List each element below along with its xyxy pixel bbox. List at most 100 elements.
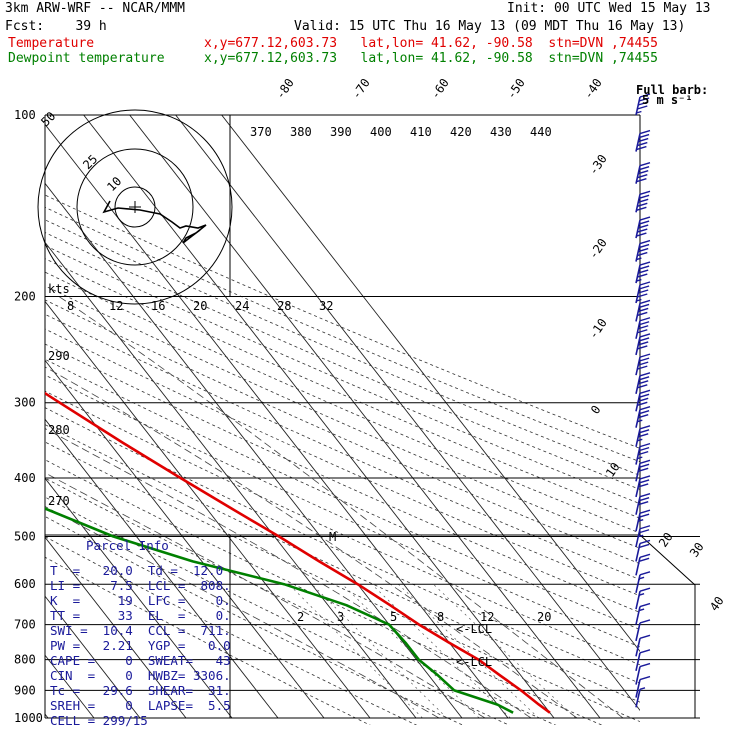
wind-barb [635, 333, 651, 356]
isotherm-line [45, 477, 233, 719]
wind-barb-flag [639, 525, 651, 530]
temperature-station-info: x,y=677.12,603.73 lat,lon= 41.62, -90.58… [204, 36, 658, 51]
wind-barb-staff [635, 428, 641, 447]
wind-barb [635, 602, 651, 625]
isotherm-label: -10 [586, 316, 610, 342]
wind-barb-flag [638, 608, 645, 612]
wind-barb-flag [637, 224, 649, 229]
wind-barb [635, 442, 651, 465]
mixing-ratio-line [311, 583, 448, 719]
wind-barb-flag [639, 649, 651, 654]
wind-barb [635, 649, 651, 671]
wind-barb-flag [638, 409, 650, 415]
theta-label: 420 [450, 125, 472, 139]
m-label: M [329, 530, 336, 544]
wind-barb-staff [635, 463, 641, 482]
isotherm-line [45, 595, 141, 719]
parcel-row: TT = 33 EL = 0. [50, 608, 231, 623]
valid-time: Valid: 15 UTC Thu 16 May 13 (09 MDT Thu … [294, 19, 686, 34]
wind-barb-flag [638, 463, 650, 468]
wind-barb-flag [638, 543, 650, 549]
mixing-ratio-line [433, 583, 576, 719]
wind-barb [635, 129, 651, 152]
wind-barb [635, 539, 651, 562]
wind-barb-flag [636, 178, 647, 183]
wind-barb [635, 162, 651, 184]
wind-barb [635, 425, 651, 447]
isotherm-label: -50 [504, 76, 528, 102]
wind-barb-flag [637, 141, 648, 147]
hodograph-ring [37, 109, 233, 305]
isotherm-label: 10 [603, 460, 623, 480]
dry-adiabat-line [45, 232, 640, 490]
wind-barb-flag [639, 587, 651, 592]
chart-grid [45, 115, 640, 725]
dry-adiabat-line [45, 219, 640, 476]
wind-barb-staff [635, 303, 641, 322]
wind-barb-flag [638, 357, 650, 362]
dry-adiabat-line [45, 424, 640, 703]
hodograph-ring-label: 10 [104, 174, 124, 194]
lcl-label: <-LCL [456, 655, 492, 669]
hodograph-unit-label: kts [48, 282, 70, 296]
wind-barb-flag [638, 429, 650, 434]
wind-barb-flag [638, 321, 650, 326]
parcel-row: LI = 7.5 LCL = 808. [50, 578, 231, 593]
wind-barb-flag [637, 438, 643, 442]
wind-barb-flag [639, 442, 651, 448]
wind-barb-flag [639, 333, 651, 338]
isotherm-label: -30 [586, 152, 610, 178]
dry-adiabat-line [45, 536, 418, 725]
barb-note-line1: Full barb: [636, 83, 708, 97]
pressure-label: 200 [14, 290, 36, 304]
wind-barb-flag [638, 243, 650, 249]
wind-barb-flag [637, 361, 649, 366]
mixing-ratio-label: 3 [337, 610, 344, 624]
wind-barb-flag [639, 619, 651, 624]
wind-barb-flag [637, 341, 649, 346]
dry-adiabat-line [45, 245, 640, 505]
isotherm-line [45, 359, 325, 719]
wind-barb-flag [637, 251, 648, 257]
wind-barb-flag [637, 500, 649, 506]
wind-barb-staff [635, 622, 641, 642]
wind-barb-flag [638, 593, 645, 596]
isotherm-line [45, 241, 417, 719]
wind-barb-flag [637, 433, 649, 438]
dry-adiabat-line [45, 516, 464, 725]
wind-barb-staff [635, 133, 641, 152]
isotherm-label: 30 [687, 540, 707, 560]
wind-barb-flag [637, 247, 649, 253]
wind-barb-flag [637, 329, 648, 334]
wind-barb [635, 317, 651, 339]
isotherm-label: 20 [656, 530, 676, 550]
wind-barb-flag [638, 376, 650, 381]
wind-barb-flag [638, 303, 650, 309]
parcel-row: SREH = 0 LAPSE= 5.5 [50, 698, 231, 713]
wind-barb-flag [638, 285, 650, 290]
wind-barb-flag [639, 509, 651, 514]
dry-adiabat-line [45, 441, 640, 723]
wind-barb-flag [639, 216, 651, 221]
wind-barb-flag [636, 278, 642, 282]
parcel-row: CAPE = 0 SWEAT= 43 [50, 653, 231, 668]
wind-barb-flag [637, 325, 649, 330]
isotherm-label: -40 [581, 76, 605, 102]
wind-barb-flag [639, 261, 651, 266]
wind-barb-flag [637, 365, 648, 370]
wind-barb [635, 405, 651, 428]
wind-barb-staff [635, 513, 641, 532]
wind-barb-staff [635, 194, 641, 213]
isotherm-label: -80 [273, 76, 297, 102]
hodograph-knot-label: 16 [151, 299, 165, 313]
hodograph-ring-label: 50 [38, 109, 58, 129]
wind-barb-flag [639, 190, 651, 195]
sounding-series [45, 391, 551, 714]
hodograph-knot-label: 32 [319, 299, 333, 313]
wind-barb-staff [635, 591, 641, 610]
wind-barb-flag [637, 307, 649, 313]
mixing-ratio-label: 20 [537, 610, 551, 624]
dry-adiabat-line [45, 477, 557, 725]
wind-barb-flag [637, 273, 648, 278]
wind-barb [635, 553, 651, 576]
